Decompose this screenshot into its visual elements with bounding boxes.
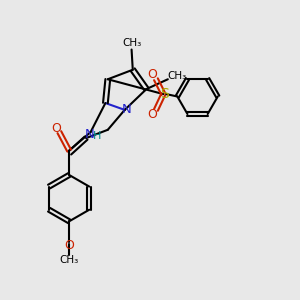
Text: N: N <box>85 128 94 141</box>
Text: O: O <box>51 122 61 134</box>
Text: O: O <box>64 239 74 252</box>
Text: H: H <box>93 131 101 141</box>
Text: O: O <box>147 68 157 81</box>
Text: N: N <box>122 103 131 116</box>
Text: CH₃: CH₃ <box>59 255 79 265</box>
Text: CH₃: CH₃ <box>167 71 186 81</box>
Text: S: S <box>160 86 169 100</box>
Text: O: O <box>147 108 157 121</box>
Text: CH₃: CH₃ <box>122 38 141 48</box>
